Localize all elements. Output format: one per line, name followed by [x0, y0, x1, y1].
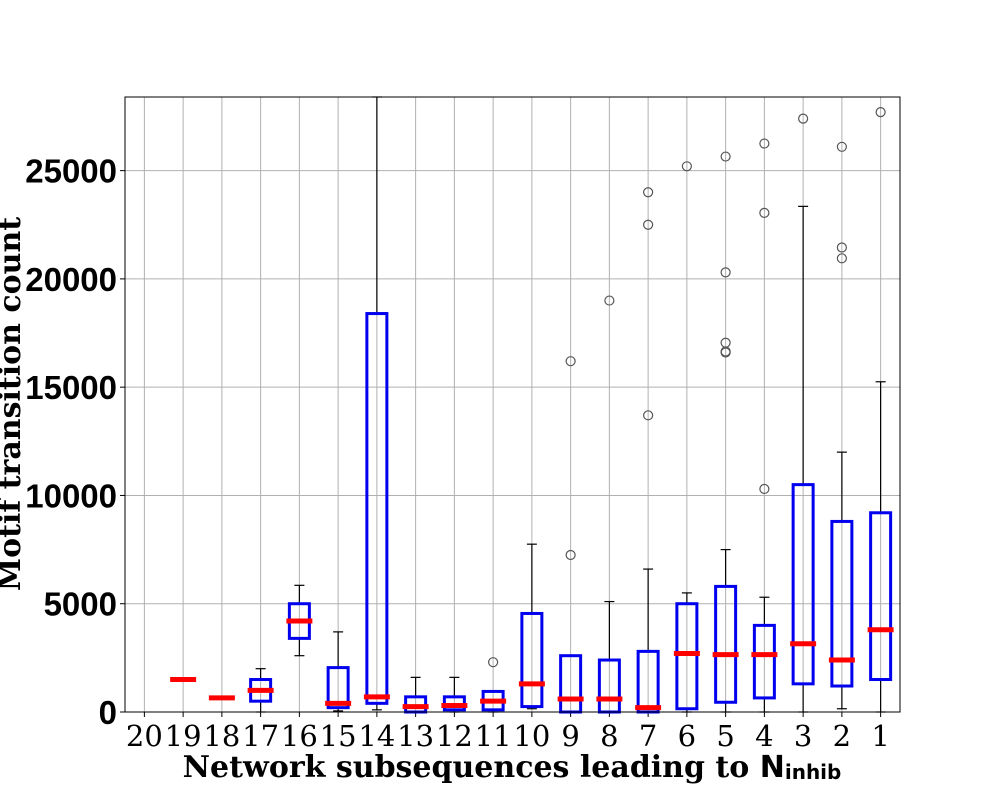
x-tick-label: 7	[639, 719, 657, 753]
outlier-point	[759, 483, 770, 495]
x-axis-label-text: Network subsequences leading to	[183, 750, 760, 785]
box-group-17	[247, 668, 274, 713]
outlier-point	[604, 295, 615, 306]
box-group-13	[402, 676, 429, 714]
x-tick-label: 9	[561, 719, 579, 753]
outlier-point	[759, 207, 770, 218]
x-axis-label-symbol: N	[760, 750, 785, 785]
outlier-point	[875, 107, 886, 118]
outlier-point	[759, 138, 770, 149]
y-tick-label: 20000	[25, 261, 117, 298]
x-tick-label: 3	[794, 719, 812, 753]
x-tick-label: 15	[320, 719, 357, 753]
outlier-point	[681, 161, 692, 172]
box-group-3	[790, 113, 817, 713]
x-tick-label: 18	[203, 719, 240, 753]
outlier-point	[836, 141, 847, 152]
outlier-point	[488, 657, 499, 668]
x-tick-label: 1	[871, 719, 889, 753]
x-tick-label: 20	[126, 719, 163, 753]
box-iqr	[520, 611, 544, 709]
grid-lines	[120, 97, 900, 717]
outlier-point	[565, 549, 576, 561]
y-tick-label: 25000	[25, 153, 117, 190]
box-iqr	[869, 511, 893, 682]
outlier-point	[643, 219, 654, 230]
outlier-point	[720, 337, 731, 348]
box-iqr	[714, 584, 738, 704]
x-tick-label: 6	[678, 719, 696, 753]
y-axis-label: Motif transition count	[0, 217, 28, 591]
box-group-16	[286, 584, 313, 657]
x-tick-label: 10	[513, 719, 550, 753]
y-tick-label: 5000	[44, 586, 117, 623]
x-tick-label: 12	[436, 719, 473, 753]
x-tick-label: 14	[358, 719, 395, 753]
y-tick-label: 10000	[25, 477, 117, 514]
outlier-point	[720, 267, 731, 278]
x-tick-label: 2	[833, 719, 851, 753]
box-group-10	[518, 543, 545, 710]
box-group-15	[325, 631, 352, 712]
x-tick-label: 5	[716, 719, 734, 753]
box-group-4	[751, 138, 778, 713]
box-group-1	[867, 107, 894, 713]
x-tick-label: 8	[600, 719, 618, 753]
y-tick-label: 0	[99, 694, 117, 731]
x-tick-label: 19	[165, 719, 202, 753]
x-tick-label: 11	[475, 719, 512, 753]
box-iqr	[326, 666, 350, 710]
plot-frame	[124, 96, 901, 713]
box-iqr	[752, 623, 776, 700]
box-iqr	[830, 519, 854, 688]
box-group-2	[828, 141, 855, 710]
box-iqr	[365, 312, 389, 705]
outlier-point	[643, 187, 654, 198]
box-iqr	[791, 483, 815, 686]
x-tick-label: 16	[281, 719, 318, 753]
x-tick-label: 17	[242, 719, 279, 753]
outlier-point	[565, 356, 576, 367]
outlier-point	[720, 151, 731, 162]
outlier-point	[643, 410, 654, 421]
outlier-point	[836, 253, 847, 264]
outlier-point	[836, 242, 847, 253]
box-iqr	[675, 602, 699, 711]
box-group-12	[441, 676, 468, 713]
box-group-14	[363, 96, 390, 711]
x-tick-label: 13	[397, 719, 434, 753]
outlier-point	[798, 113, 809, 124]
y-tick-labels: 0 5000 10000 15000 20000 25000	[25, 153, 117, 731]
y-tick-label: 15000	[25, 369, 117, 406]
x-tick-label: 4	[755, 719, 773, 753]
x-tick-labels: 20 19 18 17 16 15 14 13 12 11 10 9 8 7 6 5 4 3 2 1	[126, 719, 890, 753]
x-axis-label: Network subsequences leading to Ninhib	[183, 750, 842, 785]
x-axis-label-subscript: inhib	[785, 760, 842, 784]
